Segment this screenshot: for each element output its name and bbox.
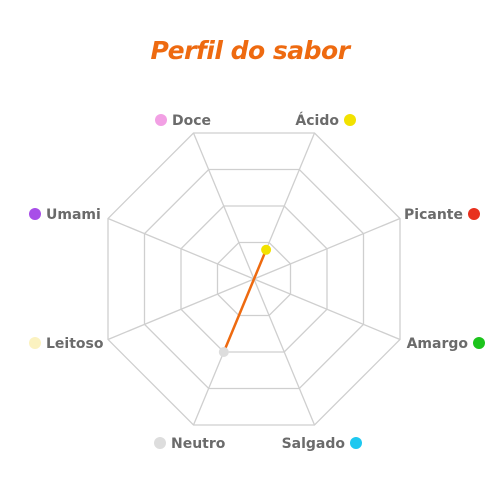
axis-label-amargo: Amargo xyxy=(407,336,469,352)
legend-dot-salgado xyxy=(350,437,362,449)
axis-label-doce: Doce xyxy=(172,113,211,129)
axis-spoke-amargo xyxy=(253,278,401,341)
data-series-line xyxy=(222,248,268,354)
legend-dot-acido xyxy=(344,114,356,126)
axis-label-leitoso: Leitoso xyxy=(46,336,104,352)
legend-dot-doce xyxy=(155,114,167,126)
axis-label-umami: Umami xyxy=(46,207,101,223)
axis-spoke-umami xyxy=(107,217,255,280)
axis-label-salgado: Salgado xyxy=(282,436,346,452)
legend-dot-neutro xyxy=(154,437,166,449)
chart-title: Perfil do sabor xyxy=(150,36,350,65)
data-point-neutro xyxy=(218,347,229,357)
axis-spoke-leitoso xyxy=(107,278,255,341)
axis-label-picante: Picante xyxy=(404,207,463,223)
legend-dot-umami xyxy=(29,208,41,220)
axis-spoke-doce xyxy=(192,132,255,280)
axis-label-neutro: Neutro xyxy=(171,436,226,452)
legend-dot-leitoso xyxy=(29,337,41,349)
axis-spoke-picante xyxy=(253,217,401,280)
legend-dot-picante xyxy=(468,208,480,220)
data-point-acido xyxy=(261,244,272,255)
legend-dot-amargo xyxy=(473,337,485,349)
axis-spoke-salgado xyxy=(253,278,316,426)
axis-label-acido: Ácido xyxy=(295,112,339,129)
